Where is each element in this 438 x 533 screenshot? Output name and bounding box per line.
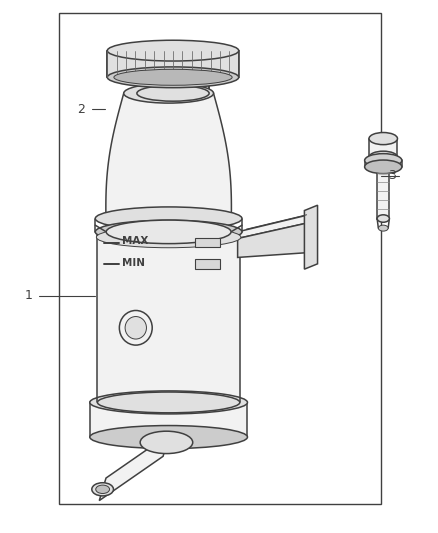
Polygon shape <box>106 93 231 232</box>
Polygon shape <box>90 402 247 437</box>
Ellipse shape <box>96 485 110 494</box>
Ellipse shape <box>114 69 232 85</box>
Polygon shape <box>137 77 209 93</box>
Text: 3: 3 <box>388 169 396 182</box>
Polygon shape <box>237 221 315 257</box>
Ellipse shape <box>106 220 231 244</box>
Bar <box>195 259 220 269</box>
Ellipse shape <box>107 40 239 61</box>
Ellipse shape <box>90 425 247 449</box>
Polygon shape <box>97 235 240 402</box>
Ellipse shape <box>97 392 240 413</box>
Bar <box>59 13 381 504</box>
Ellipse shape <box>125 317 146 339</box>
Text: 2: 2 <box>77 103 85 116</box>
Text: MAX: MAX <box>122 237 148 246</box>
Ellipse shape <box>107 67 239 88</box>
Ellipse shape <box>377 215 389 222</box>
Ellipse shape <box>369 133 398 144</box>
Ellipse shape <box>364 154 402 167</box>
Ellipse shape <box>96 227 241 248</box>
Text: MIN: MIN <box>122 258 145 268</box>
Polygon shape <box>237 213 315 239</box>
Ellipse shape <box>378 225 388 231</box>
Ellipse shape <box>369 151 398 163</box>
Polygon shape <box>99 434 170 500</box>
Bar <box>195 238 220 247</box>
Polygon shape <box>377 170 389 219</box>
Ellipse shape <box>97 224 240 245</box>
Ellipse shape <box>364 160 402 174</box>
Ellipse shape <box>92 483 113 496</box>
Ellipse shape <box>119 310 152 345</box>
Ellipse shape <box>95 220 242 244</box>
Ellipse shape <box>95 207 242 230</box>
Ellipse shape <box>90 391 247 414</box>
Polygon shape <box>369 139 398 157</box>
Ellipse shape <box>137 85 209 101</box>
Ellipse shape <box>140 431 193 454</box>
Polygon shape <box>304 205 318 269</box>
Ellipse shape <box>124 84 213 103</box>
Polygon shape <box>107 51 239 77</box>
Text: 1: 1 <box>25 289 32 302</box>
